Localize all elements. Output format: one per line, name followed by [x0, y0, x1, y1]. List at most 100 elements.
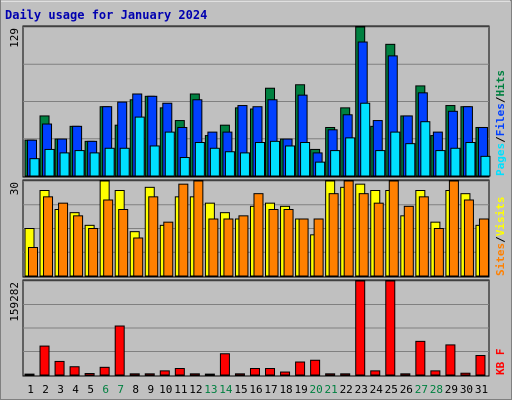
bar-kb-f-day-6: [99, 366, 110, 376]
x-label-day-8: 8: [132, 383, 139, 396]
x-label-day-29: 29: [445, 383, 458, 396]
bar-kb-f-day-18: [280, 371, 291, 376]
bar-sites-day-24: [373, 202, 384, 277]
bar-sites-day-7: [118, 209, 129, 277]
bar-pages-day-6: [104, 147, 115, 177]
bar-kb-f-day-31: [475, 355, 486, 376]
bar-kb-f-day-13: [204, 373, 215, 376]
bar-kb-f-day-12: [189, 373, 200, 376]
bar-pages-day-27: [420, 121, 431, 177]
legend-separator: /: [494, 96, 507, 103]
bar-pages-day-30: [465, 142, 476, 177]
bar-sites-day-25: [388, 180, 399, 277]
bar-pages-day-18: [285, 145, 296, 177]
legend-entry-sites: Sites: [494, 243, 507, 276]
bar-pages-day-28: [435, 150, 446, 177]
bar-kb-f-day-29: [445, 344, 456, 376]
x-label-day-6: 6: [102, 383, 109, 396]
bar-kb-f-day-20: [310, 359, 321, 376]
bar-pages-day-24: [375, 150, 386, 177]
bar-sites-day-13: [208, 218, 219, 277]
bar-pages-day-4: [74, 150, 85, 177]
bar-sites-day-6: [103, 199, 114, 277]
bar-sites-day-12: [193, 180, 204, 277]
chart-title: Daily usage for January 2024: [5, 8, 207, 22]
bar-kb-f-day-26: [400, 373, 411, 376]
x-label-day-7: 7: [117, 383, 124, 396]
bar-kb-f-day-1: [24, 373, 35, 376]
bar-kb-f-day-5: [84, 373, 95, 376]
x-label-day-9: 9: [147, 383, 154, 396]
legend-entry-files: Files: [494, 103, 507, 136]
x-label-day-14: 14: [219, 383, 233, 396]
bar-sites-day-23: [358, 193, 369, 277]
bar-pages-day-14: [224, 151, 235, 177]
legend-entry-kb-f: KB F: [494, 349, 507, 376]
x-label-day-18: 18: [279, 383, 292, 396]
bar-pages-day-3: [59, 152, 70, 177]
bar-sites-day-15: [238, 215, 249, 277]
bar-pages-day-26: [405, 143, 416, 177]
bar-kb-f-day-23: [355, 280, 366, 376]
bar-sites-day-21: [328, 193, 339, 277]
bar-pages-day-23: [360, 102, 371, 177]
bar-sites-day-14: [223, 218, 234, 277]
x-label-day-24: 24: [370, 383, 384, 396]
bar-pages-day-1: [29, 158, 40, 177]
bar-kb-f-day-2: [39, 345, 50, 376]
bar-kb-f-day-10: [159, 370, 170, 376]
bar-pages-day-8: [134, 116, 145, 177]
bar-pages-day-31: [480, 155, 491, 177]
x-label-day-2: 2: [42, 383, 49, 396]
chart-panel-3: 159282 KB F: [8, 279, 507, 377]
bar-sites-day-10: [163, 221, 174, 277]
bar-kb-f-day-22: [340, 373, 351, 376]
bar-kb-f-day-27: [415, 340, 426, 376]
bar-kb-f-day-30: [460, 372, 471, 376]
x-label-day-13: 13: [204, 383, 217, 396]
bar-pages-day-16: [254, 142, 265, 177]
chart-panel-2: 30 Sites/Visits: [8, 179, 507, 278]
bar-pages-day-29: [450, 147, 461, 177]
x-label-day-12: 12: [189, 383, 202, 396]
bar-kb-f-day-11: [174, 368, 185, 376]
bar-sites-day-27: [418, 196, 429, 277]
bar-sites-day-16: [253, 193, 264, 277]
bar-kb-f-day-17: [265, 368, 276, 376]
legend: Pages/Files/Hits: [494, 70, 507, 176]
legend-entry-pages: Pages: [494, 143, 507, 176]
bar-pages-day-19: [300, 142, 311, 177]
bar-sites-day-9: [148, 196, 159, 277]
bar-kb-f-day-7: [114, 325, 125, 376]
bar-sites-day-11: [178, 183, 189, 277]
bar-kb-f-day-21: [325, 373, 336, 376]
x-axis-labels: 1 2 3 4 5 6 7 8 9 10 11 12 13 14 15 16 17 18 19 20 21 22 23 24 2…: [27, 383, 488, 396]
legend-entry-visits: Visits: [494, 197, 507, 237]
bar-pages-day-5: [89, 152, 100, 177]
y-max-label: 159282: [8, 282, 21, 322]
bar-sites-day-22: [343, 180, 354, 277]
bar-kb-f-day-14: [219, 353, 230, 376]
x-label-day-11: 11: [174, 383, 187, 396]
x-label-day-30: 30: [460, 383, 473, 396]
bar-sites-day-18: [283, 209, 294, 277]
x-label-day-23: 23: [355, 383, 368, 396]
bar-sites-day-30: [463, 199, 474, 277]
bar-kb-f-day-19: [295, 361, 306, 376]
x-label-day-20: 20: [310, 383, 323, 396]
bar-pages-day-10: [164, 131, 175, 177]
bar-sites-day-1: [28, 247, 38, 277]
bar-pages-day-12: [194, 142, 205, 177]
x-label-day-19: 19: [294, 383, 307, 396]
bar-pages-day-17: [270, 140, 281, 177]
bar-pages-day-21: [330, 150, 341, 177]
bar-kb-f-day-24: [370, 370, 381, 376]
y-max-label: 30: [8, 182, 21, 195]
x-label-day-21: 21: [325, 383, 338, 396]
x-label-day-3: 3: [57, 383, 64, 396]
y-max-label: 129: [8, 28, 21, 48]
bar-sites-day-29: [448, 180, 459, 277]
bar-sites-day-4: [73, 215, 84, 277]
